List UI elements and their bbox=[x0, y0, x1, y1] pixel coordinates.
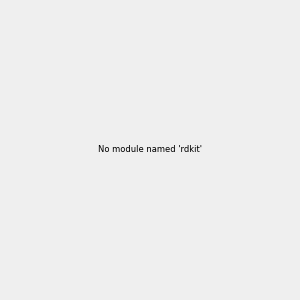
Text: No module named 'rdkit': No module named 'rdkit' bbox=[98, 146, 202, 154]
